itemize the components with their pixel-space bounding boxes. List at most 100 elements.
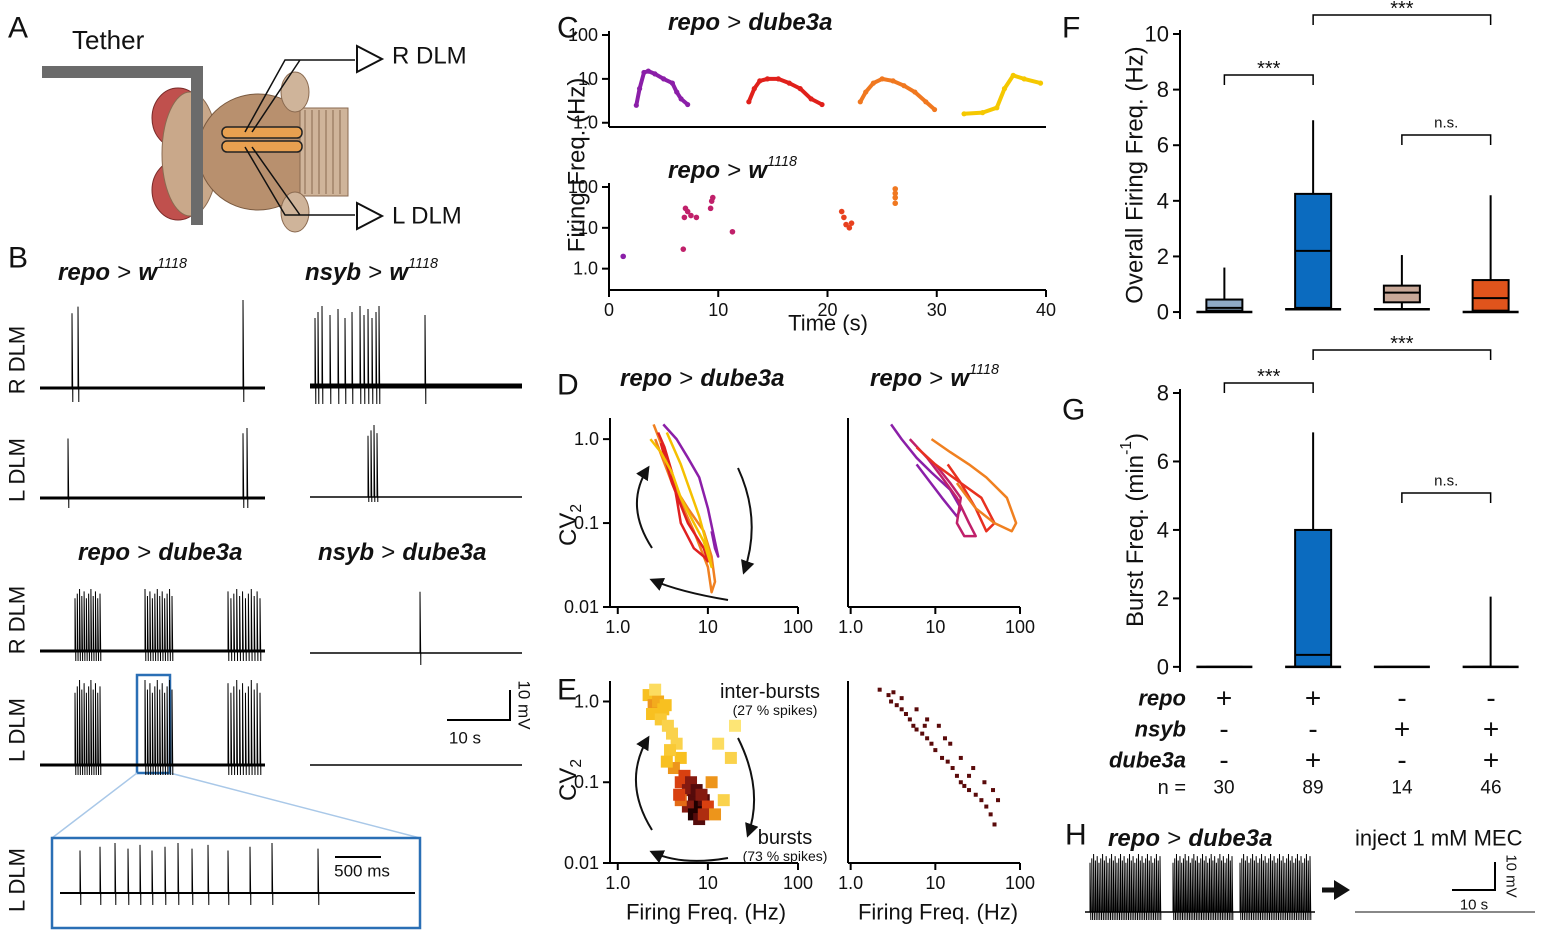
- voltage-trace: [40, 679, 265, 776]
- data-point: [899, 707, 904, 712]
- y-axis-label: CV2: [555, 504, 586, 546]
- genotype-cell: -: [1486, 683, 1495, 714]
- heatmap-cell: [664, 744, 677, 757]
- data-point: [950, 766, 955, 771]
- genotype-cell: +: [1394, 714, 1410, 745]
- data-point: [870, 80, 876, 86]
- data-point: [693, 214, 700, 221]
- text-part: dube3a: [1188, 825, 1272, 852]
- data-point: [680, 246, 687, 252]
- x-tick-label: 30: [927, 300, 947, 320]
- tether-label: Tether: [72, 25, 145, 55]
- text-part: 1118: [767, 154, 797, 170]
- data-point: [892, 186, 899, 192]
- box: [1205, 298, 1244, 312]
- data-point: [962, 783, 967, 788]
- text-part: 2: [568, 504, 585, 513]
- y-tick-label: 2: [1157, 586, 1169, 611]
- x-tick-label: 100: [1005, 873, 1035, 893]
- panel-letter: H: [1065, 819, 1087, 852]
- genotype-label: nsyb > w1118: [305, 256, 438, 286]
- heatmap-cell: [673, 788, 686, 801]
- data-point: [633, 102, 639, 108]
- y-tick-label: 1.0: [574, 429, 599, 449]
- significance-bracket: [1401, 492, 1492, 503]
- data-point: [936, 723, 941, 728]
- x-tick-label: 10: [925, 617, 945, 637]
- data-point: [889, 699, 894, 704]
- heatmap-cell: [712, 737, 725, 750]
- y-tick-label: 4: [1157, 517, 1169, 542]
- genotype-cell: -: [1219, 745, 1228, 776]
- data-point: [681, 214, 688, 221]
- x-tick-label: 20: [817, 300, 837, 320]
- data-point: [684, 208, 691, 215]
- y-tick-label: 0.01: [564, 597, 599, 617]
- box: [1382, 284, 1421, 304]
- significance-label: n.s.: [1434, 115, 1458, 132]
- data-point: [764, 76, 771, 82]
- data-point: [879, 76, 885, 82]
- heatmap-cell: [717, 794, 730, 807]
- data-point: [645, 68, 651, 74]
- data-point: [641, 69, 647, 76]
- y-tick-label: 4: [1157, 188, 1169, 213]
- text-part: nsyb: [318, 539, 374, 566]
- genotype-row-label: repo: [1138, 686, 1186, 711]
- text-part: repo: [668, 157, 720, 184]
- panel-letter: C: [557, 12, 579, 45]
- genotype-cell: +: [1216, 683, 1232, 714]
- x-tick-label: 100: [1005, 617, 1035, 637]
- text-part: w: [748, 157, 768, 184]
- text-part: -1: [1118, 441, 1135, 455]
- data-point: [899, 696, 904, 701]
- text-part: 1118: [157, 256, 187, 272]
- text-part: >: [929, 365, 943, 392]
- y-tick-label: 0.01: [564, 853, 599, 873]
- data-point: [751, 86, 757, 92]
- data-line: [634, 69, 689, 107]
- y-tick-label: 0: [1157, 654, 1169, 679]
- text-part: >: [679, 365, 693, 392]
- text-part: CV: [555, 768, 582, 801]
- y-tick-label: 1.0: [573, 113, 598, 133]
- panel-letter: F: [1062, 12, 1080, 45]
- data-point: [892, 190, 899, 197]
- n-value: 14: [1391, 778, 1413, 799]
- data-point: [892, 194, 899, 201]
- text-part: dube3a: [700, 365, 784, 392]
- genotype-label: repo > dube3a: [620, 365, 784, 392]
- data-point: [661, 76, 667, 82]
- text-part: w: [950, 365, 970, 392]
- x-tick-label: 10: [708, 300, 728, 320]
- genotype-cell: +: [1483, 714, 1499, 745]
- x-tick-label: 10: [925, 873, 945, 893]
- x-tick-label: 40: [1036, 300, 1056, 320]
- arrow: [1334, 880, 1350, 900]
- text-part: nsyb: [305, 259, 361, 286]
- x-tick-label: 1.0: [838, 617, 863, 637]
- heatmap-cell: [649, 683, 662, 696]
- genotype-cell: -: [1308, 714, 1317, 745]
- data-line: [662, 423, 720, 558]
- data-point: [971, 766, 976, 771]
- scale-bar: [1452, 862, 1496, 891]
- genotype-label: repo > w1118: [58, 256, 187, 286]
- data-point: [636, 86, 643, 92]
- genotype-row-label: nsyb: [1135, 717, 1186, 742]
- data-line: [908, 438, 977, 538]
- y-tick-label: 6: [1157, 449, 1169, 474]
- data-point: [797, 86, 803, 92]
- panel-letter: D: [557, 369, 579, 402]
- significance-bracket: [1223, 74, 1314, 85]
- heatmap-cell: [729, 719, 742, 732]
- y-tick-label: 10: [578, 69, 598, 89]
- data-point: [945, 759, 950, 764]
- data-point: [669, 80, 675, 86]
- heatmap-cell: [666, 727, 679, 740]
- data-point: [940, 755, 945, 760]
- x-tick-label: 10: [698, 617, 718, 637]
- y-axis-label: Burst Freq. (min-1): [1118, 433, 1149, 627]
- genotype-cell: +: [1305, 745, 1321, 776]
